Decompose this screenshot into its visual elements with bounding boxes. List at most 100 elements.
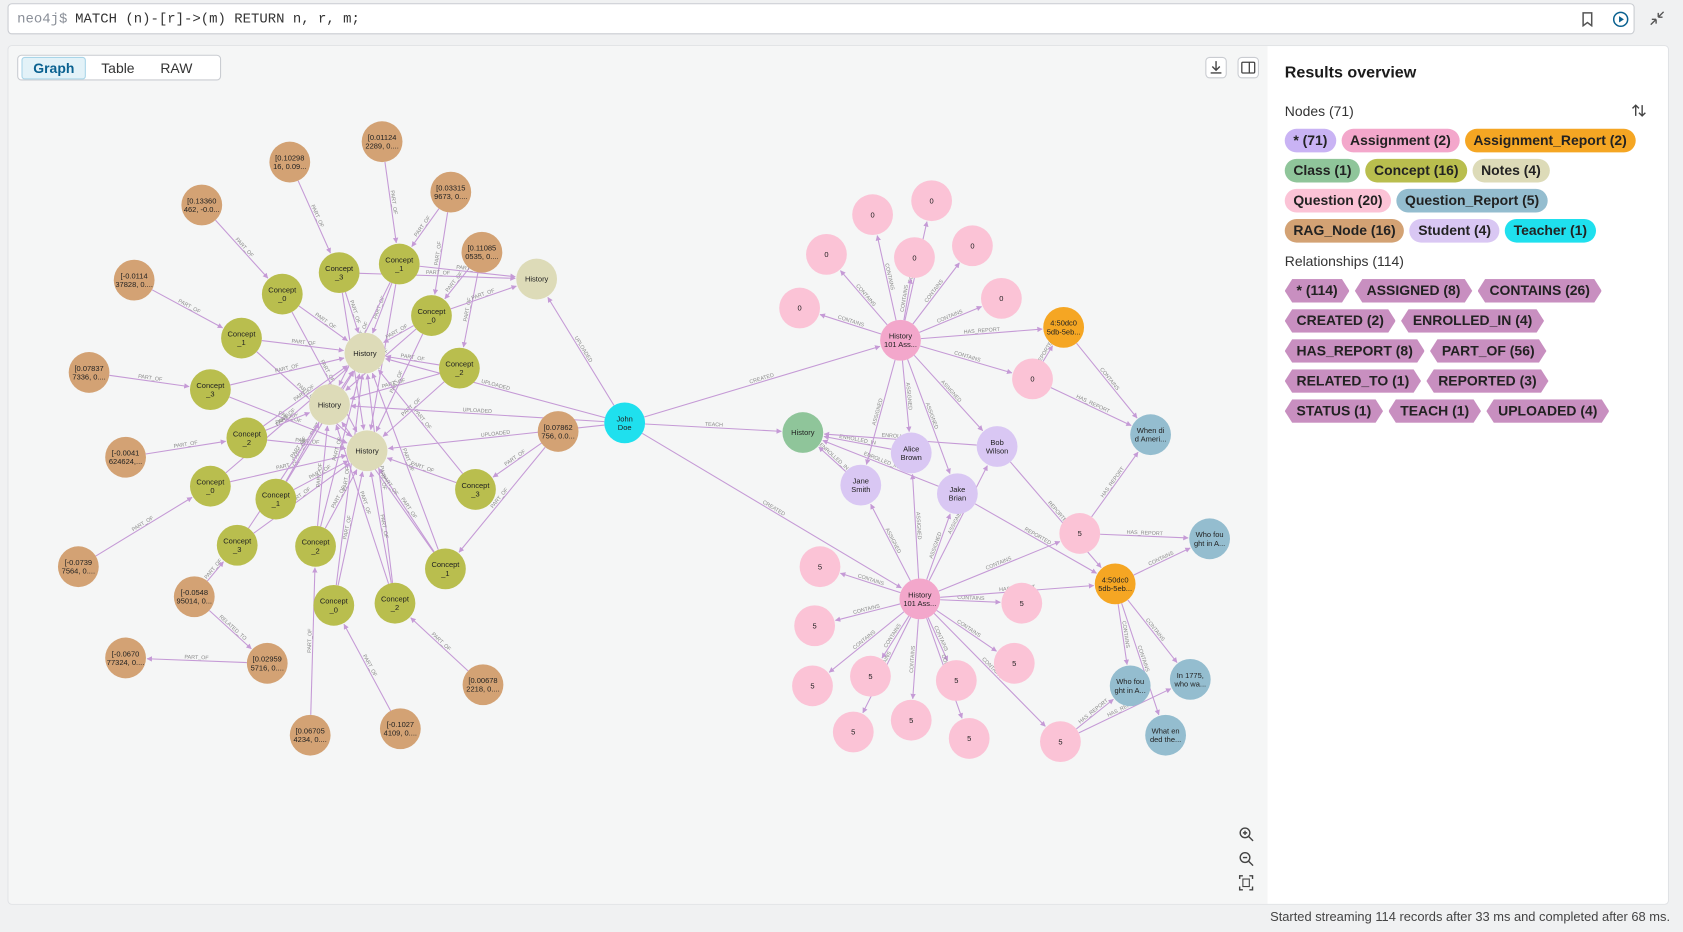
node-label-chip[interactable]: Assignment (2) (1341, 128, 1460, 153)
node[interactable]: [0.07837 7336, 0.... (68, 352, 110, 393)
node[interactable]: History 101 Ass... (899, 578, 941, 620)
tab[interactable]: Graph (21, 56, 87, 79)
node[interactable]: Concept _3 (216, 524, 258, 566)
node[interactable]: When di d Ameri... (1130, 414, 1171, 456)
node[interactable]: 5 (1059, 513, 1101, 554)
node[interactable]: 5 (794, 605, 836, 647)
node-label-chip[interactable]: Concept (16) (1365, 158, 1468, 183)
node[interactable]: [0.10298 16, 0.09... (269, 141, 311, 183)
node[interactable]: History (344, 332, 386, 374)
node[interactable]: History (346, 430, 388, 472)
relationship-chip[interactable]: STATUS (1) (1285, 399, 1383, 423)
node[interactable]: Concept _1 (255, 478, 297, 520)
node[interactable]: Jane Smith (840, 464, 882, 506)
node[interactable]: 5 (799, 546, 841, 588)
node-label-chip[interactable]: RAG_Node (16) (1284, 218, 1405, 243)
tab[interactable]: RAW (160, 59, 193, 76)
node[interactable]: 0 (952, 225, 993, 267)
node[interactable]: [0.02959 5716, 0.... (246, 642, 288, 684)
node[interactable]: Jake Brian (936, 473, 978, 515)
node[interactable]: History (516, 258, 558, 300)
node[interactable]: What en ded the... (1145, 714, 1186, 756)
zoom-controls[interactable] (1238, 825, 1255, 900)
node[interactable]: [0.07862 756, 0.0... (537, 411, 579, 452)
node[interactable]: 5 (993, 642, 1035, 684)
node[interactable]: [0.11085 0535, 0.... (461, 231, 503, 273)
node[interactable]: Concept _1 (378, 243, 420, 285)
relationship-chip[interactable]: HAS_REPORT (8) (1285, 339, 1425, 363)
node[interactable]: 4:50dc0 5db-5eb... (1094, 563, 1136, 605)
node[interactable]: 5 (1040, 721, 1081, 763)
node[interactable]: [0.13360 462, -0.0... (181, 184, 223, 226)
node-label-chip[interactable]: Question (20) (1284, 188, 1392, 213)
node[interactable]: Concept _0 (261, 273, 303, 315)
node[interactable]: Concept _0 (411, 295, 452, 336)
query-bar[interactable]: neo4j$ MATCH (n)-[r]->(m) RETURN n, r, m… (7, 3, 1635, 35)
node[interactable]: John Doe (604, 402, 646, 444)
relationship-chip[interactable]: CONTAINS (26) (1478, 279, 1602, 303)
node-label-chip[interactable]: Notes (4) (1472, 158, 1550, 183)
node[interactable]: 0 (779, 287, 821, 329)
relationship-chip[interactable]: ASSIGNED (8) (1355, 279, 1472, 303)
download-button[interactable] (1205, 56, 1227, 79)
node[interactable]: 5 (832, 711, 874, 753)
node-label-chip[interactable]: Class (1) (1284, 158, 1361, 183)
node[interactable]: 0 (806, 233, 847, 275)
node[interactable]: Alice Brown (890, 432, 932, 474)
node[interactable]: 5 (948, 718, 990, 759)
relationship-chip[interactable]: CREATED (2) (1285, 309, 1396, 333)
node[interactable]: 0 (980, 277, 1022, 319)
relationship-chip[interactable]: ENROLLED_IN (4) (1401, 309, 1544, 333)
panel-toggle-button[interactable] (1237, 56, 1259, 79)
node[interactable]: 0 (894, 237, 935, 278)
node[interactable]: [-0.0041 624624,... (105, 436, 146, 478)
node[interactable]: 5 (890, 699, 932, 741)
node[interactable]: [0.00678 2218, 0.... (462, 664, 504, 706)
node[interactable]: Who fou ght in A... (1109, 665, 1151, 707)
node[interactable]: History 101 Ass... (880, 319, 921, 361)
node-label-chip[interactable]: Assignment_Report (2) (1464, 128, 1636, 153)
node[interactable]: Who fou ght in A... (1189, 518, 1231, 560)
node[interactable]: Concept _3 (318, 252, 360, 294)
bookmark-icon[interactable] (1580, 12, 1595, 27)
node[interactable]: Concept _2 (374, 582, 416, 624)
node[interactable]: History (782, 412, 824, 453)
node[interactable]: 5 (792, 665, 833, 707)
node[interactable]: [0.06705 4234, 0.... (289, 714, 331, 756)
node[interactable]: Concept _0 (189, 465, 231, 507)
node[interactable]: 5 (850, 655, 891, 697)
node-label-chip[interactable]: Question_Report (5) (1396, 188, 1548, 213)
node[interactable]: [-0.0739 7564, 0.... (57, 546, 99, 588)
node[interactable]: Concept _3 (189, 369, 231, 411)
relationship-chip[interactable]: PART_OF (56) (1430, 339, 1546, 363)
node[interactable]: In 1775, who wa... (1169, 659, 1211, 700)
run-icon[interactable] (1612, 11, 1629, 28)
node-label-chip[interactable]: Teacher (1) (1505, 218, 1596, 243)
node[interactable]: [-0.0548 95014, 0... (173, 576, 215, 618)
node[interactable]: Concept _2 (295, 525, 336, 567)
node[interactable]: [0.03315 9673, 0.... (430, 171, 472, 213)
relationship-chip[interactable]: RELATED_TO (1) (1285, 369, 1421, 393)
relationship-chip[interactable]: REPORTED (3) (1426, 369, 1548, 393)
node[interactable]: Concept _1 (221, 317, 262, 359)
node[interactable]: 0 (1012, 358, 1053, 400)
node[interactable]: [-0.0114 37828, 0.... (113, 259, 155, 301)
node[interactable]: Concept _0 (313, 584, 355, 626)
tab[interactable]: Table (101, 59, 135, 76)
node[interactable]: Concept _1 (425, 548, 466, 590)
query-text[interactable]: MATCH (n)-[r]->(m) RETURN n, r, m; (75, 10, 360, 27)
node[interactable]: [-0.1027 4109, 0.... (379, 708, 421, 750)
node[interactable]: Bob Wilson (976, 426, 1018, 467)
node[interactable]: History (309, 384, 350, 426)
node[interactable]: 0 (911, 180, 953, 222)
node[interactable]: [0.01124 2289, 0.... (361, 121, 403, 163)
node[interactable]: 5 (935, 660, 977, 701)
relationship-chip[interactable]: UPLOADED (4) (1486, 399, 1609, 423)
node[interactable]: 4:50dc0 5db-5eb... (1043, 306, 1085, 348)
node[interactable]: 0 (852, 194, 893, 236)
node[interactable]: Concept _2 (226, 417, 268, 459)
collapse-icon[interactable] (1649, 10, 1666, 27)
node-label-chip[interactable]: * (71) (1284, 128, 1337, 153)
node[interactable]: 5 (1001, 582, 1043, 624)
relationship-chip[interactable]: * (114) (1285, 279, 1350, 303)
